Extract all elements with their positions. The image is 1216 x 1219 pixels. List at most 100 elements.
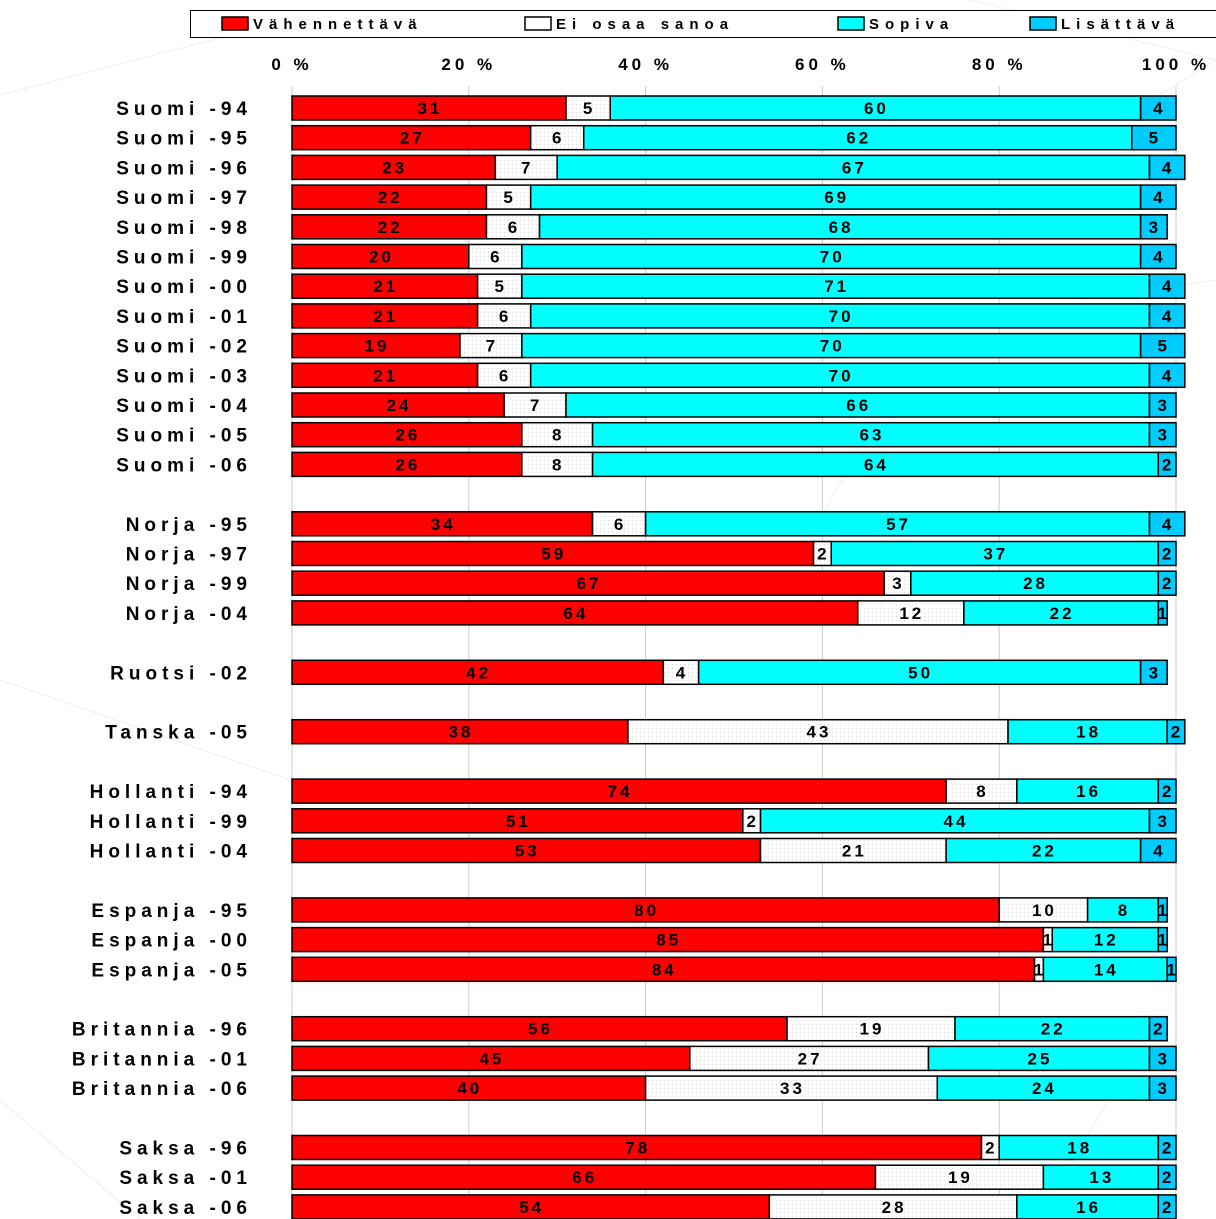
data-label-v-hennett-v: 21 <box>373 307 398 326</box>
data-label-v-hennett-v: 54 <box>519 1198 544 1217</box>
bar-segment-sopiva <box>998 1134 1160 1161</box>
row-label-suomi-04: Suomi -04 <box>116 396 252 417</box>
bar-segment-v-hennett-v <box>291 1194 771 1219</box>
data-label-lis-tt-v: 3 <box>1158 812 1170 831</box>
bar-segment-sopiva <box>556 154 1151 181</box>
bar-segment-lis-tt-v <box>1139 837 1177 864</box>
bar-segment-ei-osaa-sanoa <box>476 362 532 389</box>
data-label-sopiva: 28 <box>1023 574 1048 593</box>
bar-segment-v-hennett-v <box>291 956 1036 983</box>
data-label-sopiva: 22 <box>1041 1020 1066 1039</box>
row-label-britannia-01: Britannia -01 <box>72 1049 252 1070</box>
row-label-suomi-96: Suomi -96 <box>116 158 252 179</box>
bar-segment-lis-tt-v <box>1166 956 1177 983</box>
bar-segment-sopiva <box>1016 1194 1160 1219</box>
data-label-sopiva: 69 <box>824 188 849 207</box>
row-label-norja-04: Norja -04 <box>126 604 252 625</box>
bar-row-suomi-03: 21 6 70 4 <box>291 362 1186 389</box>
data-label-ei-osaa-sanoa: 12 <box>899 604 924 623</box>
legend: Vähennettävä Ei osaa sanoa Sopiva Lisättävä <box>190 10 1216 38</box>
bar-segment-lis-tt-v <box>1148 154 1186 181</box>
bar-segment-sopiva <box>759 808 1151 834</box>
bar-segment-lis-tt-v <box>1148 1075 1177 1101</box>
data-label-v-hennett-v: 23 <box>382 158 407 177</box>
bar-segment-ei-osaa-sanoa <box>503 392 567 418</box>
data-label-lis-tt-v: 2 <box>1162 1198 1174 1217</box>
data-label-ei-osaa-sanoa: 8 <box>976 782 988 801</box>
bar-row-norja-97: 59 2 37 2 <box>291 540 1177 567</box>
bar-segment-lis-tt-v <box>1148 362 1186 389</box>
bar-segment-v-hennett-v <box>291 95 567 121</box>
bar-row-saksa-01: 66 19 13 2 <box>291 1164 1177 1190</box>
row-label-norja-99: Norja -99 <box>126 574 252 595</box>
bar-row-britannia-01: 45 27 25 3 <box>291 1045 1177 1072</box>
bar-segment-sopiva <box>521 273 1151 299</box>
data-label-lis-tt-v: 4 <box>1153 99 1165 118</box>
row-label-espanja-95: Espanja -95 <box>91 901 252 922</box>
data-label-ei-osaa-sanoa: 2 <box>817 545 829 564</box>
bar-segment-sopiva <box>945 837 1142 864</box>
bar-segment-sopiva <box>954 1015 1151 1042</box>
bar-segment-sopiva <box>936 1075 1151 1101</box>
bar-row-suomi-99: 20 6 70 4 <box>291 243 1177 270</box>
data-label-lis-tt-v: 5 <box>1158 337 1170 356</box>
row-label-britannia-96: Britannia -96 <box>72 1020 252 1041</box>
legend-swatch-lis-tt-v <box>1029 16 1057 31</box>
bar-segment-ei-osaa-sanoa <box>857 600 965 626</box>
bar-row-norja-99: 67 3 28 2 <box>291 570 1177 596</box>
bar-segment-ei-osaa-sanoa <box>627 718 1009 745</box>
bars: 31 5 60 427 6 62 523 7 67 422 5 69 422 6 68 320 6 70 421 5 7… <box>291 95 1186 1219</box>
data-label-ei-osaa-sanoa: 3 <box>892 574 904 593</box>
data-label-ei-osaa-sanoa: 7 <box>530 396 542 415</box>
bar-row-suomi-06: 26 8 64 2 <box>291 451 1177 478</box>
data-label-v-hennett-v: 51 <box>506 812 531 831</box>
data-label-ei-osaa-sanoa: 28 <box>882 1198 907 1217</box>
row-label-espanja-00: Espanja -00 <box>91 931 252 952</box>
data-label-v-hennett-v: 24 <box>387 396 412 415</box>
bar-segment-lis-tt-v <box>1139 659 1168 686</box>
data-label-v-hennett-v: 85 <box>656 931 681 950</box>
bar-segment-lis-tt-v <box>1139 243 1177 270</box>
bar-segment-lis-tt-v <box>1148 392 1177 418</box>
data-label-ei-osaa-sanoa: 6 <box>614 515 626 534</box>
bar-row-britannia-06: 40 33 24 3 <box>291 1075 1177 1101</box>
bar-row-suomi-98: 22 6 68 3 <box>291 214 1168 240</box>
bar-segment-sopiva <box>521 332 1142 359</box>
data-label-v-hennett-v: 40 <box>457 1079 482 1098</box>
data-label-sopiva: 70 <box>829 307 854 326</box>
bar-row-suomi-00: 21 5 71 4 <box>291 273 1186 299</box>
data-label-sopiva: 25 <box>1028 1049 1053 1068</box>
bar-segment-lis-tt-v <box>1148 511 1186 537</box>
data-label-sopiva: 18 <box>1076 723 1101 742</box>
row-label-suomi-95: Suomi -95 <box>116 129 252 150</box>
bar-segment-sopiva <box>529 362 1151 389</box>
bar-segment-sopiva <box>609 95 1142 121</box>
row-label-suomi-03: Suomi -03 <box>116 366 252 387</box>
data-label-ei-osaa-sanoa: 19 <box>860 1020 885 1039</box>
data-label-sopiva: 37 <box>983 545 1008 564</box>
bar-row-tanska-05: 38 43 18 2 <box>291 718 1186 745</box>
bar-row-saksa-06: 54 28 16 2 <box>291 1194 1177 1219</box>
data-label-sopiva: 70 <box>820 337 845 356</box>
row-label-norja-97: Norja -97 <box>126 545 252 566</box>
data-label-lis-tt-v: 2 <box>1162 574 1174 593</box>
legend-swatch-v-hennett-v <box>221 16 249 31</box>
data-label-ei-osaa-sanoa: 1 <box>1043 931 1055 950</box>
data-label-lis-tt-v: 1 <box>1158 604 1170 623</box>
data-label-lis-tt-v: 2 <box>1162 1168 1174 1187</box>
data-label-v-hennett-v: 56 <box>528 1020 553 1039</box>
data-label-sopiva: 22 <box>1050 604 1075 623</box>
row-label-britannia-06: Britannia -06 <box>72 1079 252 1100</box>
bar-segment-lis-tt-v <box>1157 926 1168 953</box>
data-label-v-hennett-v: 26 <box>395 426 420 445</box>
data-label-sopiva: 66 <box>846 396 871 415</box>
data-label-sopiva: 70 <box>820 248 845 267</box>
x-tick-label: 20 % <box>441 55 496 74</box>
bar-segment-v-hennett-v <box>291 1015 788 1042</box>
data-label-lis-tt-v: 2 <box>1162 1139 1174 1158</box>
bar-row-suomi-04: 24 7 66 3 <box>291 392 1177 418</box>
row-label-hollanti-04: Hollanti -04 <box>90 842 252 863</box>
data-label-v-hennett-v: 59 <box>541 545 566 564</box>
data-label-v-hennett-v: 21 <box>373 366 398 385</box>
bar-segment-lis-tt-v <box>1157 600 1168 626</box>
